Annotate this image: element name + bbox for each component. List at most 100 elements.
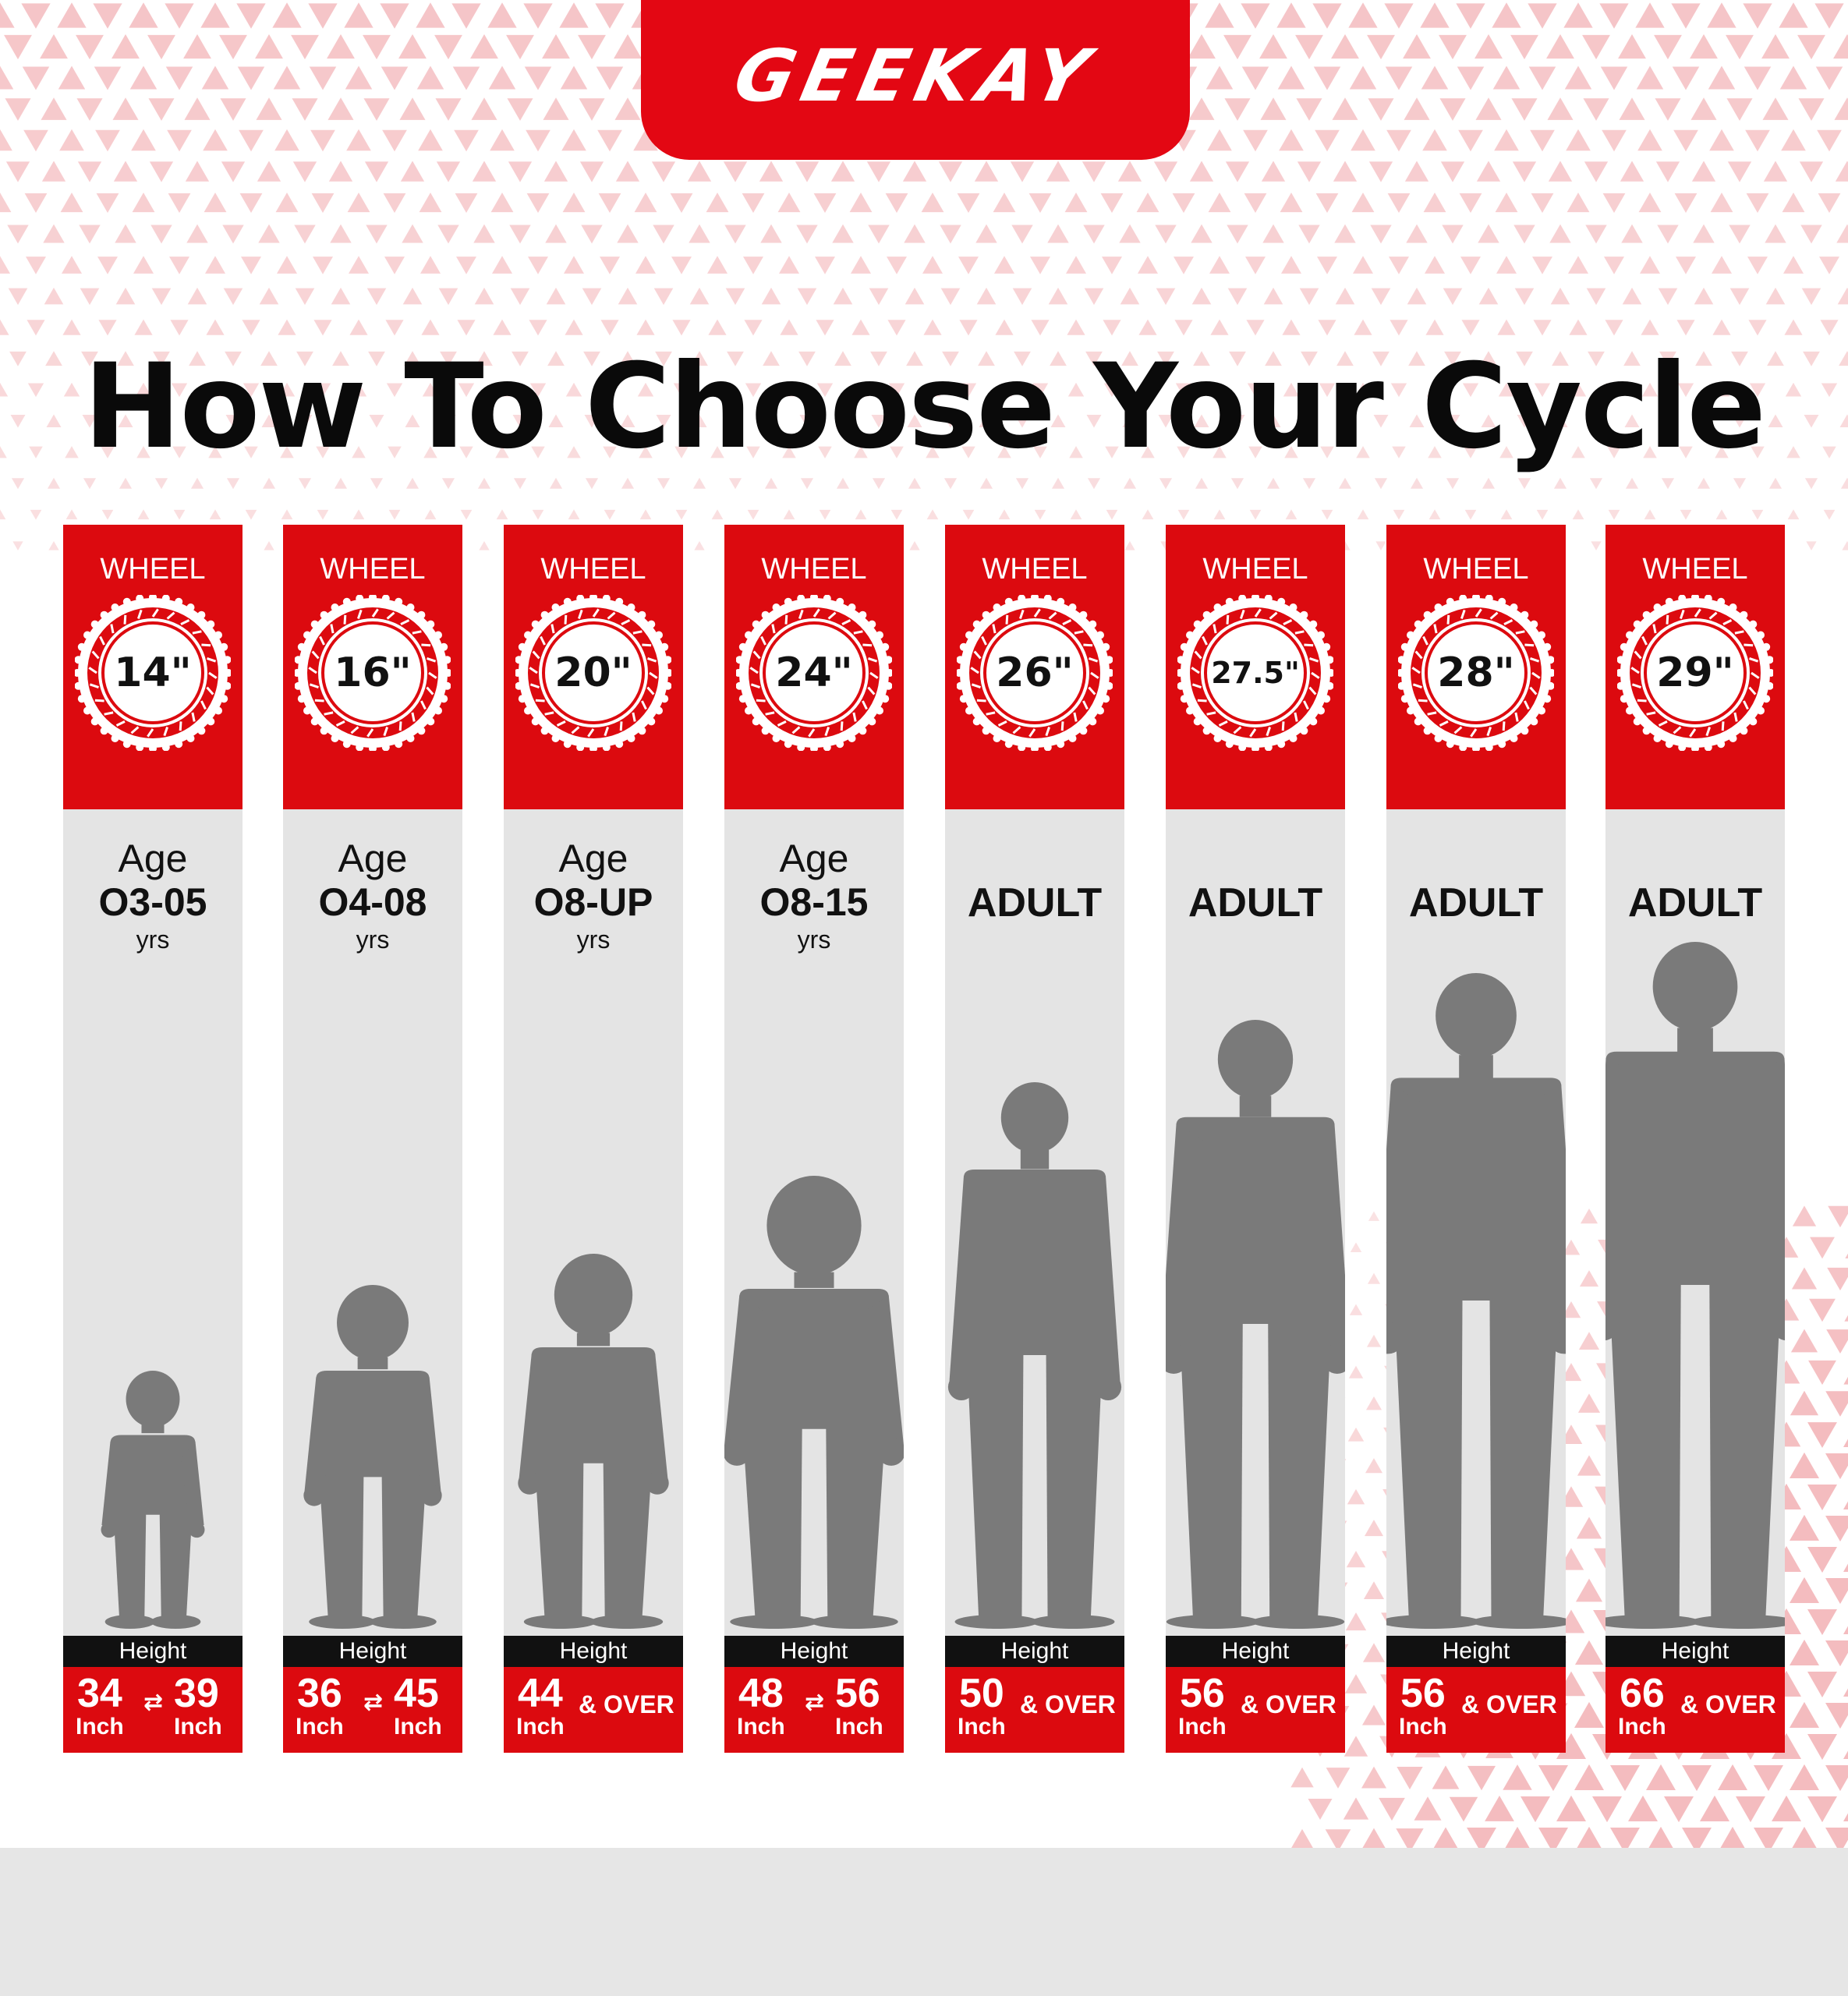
adult-silhouette [1605, 942, 1785, 1629]
size-column: WHEEL 28" ADULT Height 56 Inch & OVER [1386, 525, 1566, 1753]
height-min-unit: Inch [76, 1714, 124, 1739]
height-label: Height [504, 1636, 683, 1667]
height-range: 56 Inch & OVER [1386, 1667, 1566, 1753]
wheel-icon [295, 595, 451, 751]
height-min-unit: Inch [516, 1714, 565, 1739]
height-min-unit: Inch [1618, 1714, 1666, 1739]
wheel-label: WHEEL [1423, 553, 1529, 586]
wheel-header: WHEEL 14" [63, 525, 243, 809]
child-silhouette [101, 1371, 205, 1629]
age-unit: yrs [576, 925, 611, 954]
height-max-unit: Inch [394, 1714, 442, 1739]
footer-band [0, 1848, 1848, 1996]
height-label: Height [945, 1636, 1124, 1667]
height-min-value: 48 [738, 1671, 784, 1716]
wheel-header: WHEEL 16" [283, 525, 462, 809]
wheel-size-label: 28" [1437, 649, 1515, 696]
wheel-label: WHEEL [100, 553, 206, 586]
height-max-unit: Inch [835, 1714, 883, 1739]
age-label: ADULT [967, 880, 1103, 925]
wheel-label: WHEEL [761, 553, 867, 586]
wheel-label: WHEEL [540, 553, 646, 586]
age-range: O3-05 [98, 880, 207, 924]
height-min-value: 50 [959, 1671, 1004, 1716]
height-min-value: 56 [1400, 1671, 1446, 1716]
wheel-size-label: 16" [334, 649, 412, 696]
size-column: WHEEL 24" Age O8-15 yrs Height 48 Inch ⇄ 56 Inch [724, 525, 904, 1753]
adult-silhouette [1386, 973, 1566, 1629]
wheel-icon [1398, 595, 1554, 751]
height-min-unit: Inch [958, 1714, 1006, 1739]
range-arrow-icon: ⇄ [805, 1690, 825, 1715]
size-column: WHEEL 20" Age O8-UP yrs Height 44 Inch & OVER [504, 525, 683, 1753]
wheel-icon [736, 595, 892, 751]
wheel-header: WHEEL 20" [504, 525, 683, 809]
wheel-header: WHEEL 29" [1605, 525, 1785, 809]
range-arrow-icon: ⇄ [143, 1690, 164, 1715]
wheel-size-label: 29" [1656, 649, 1734, 696]
age-unit: yrs [356, 925, 390, 954]
height-over-label: & OVER [579, 1690, 674, 1718]
height-label: Height [1605, 1636, 1785, 1667]
height-range: 34 Inch ⇄ 39 Inch [63, 1667, 243, 1753]
height-min-unit: Inch [737, 1714, 785, 1739]
brand-logo: GEEKAY [727, 34, 1104, 118]
adult-silhouette [947, 1082, 1122, 1629]
wheel-size-label: 27.5" [1211, 656, 1300, 690]
wheel-header: WHEEL 27.5" [1166, 525, 1345, 809]
wheel-icon [1177, 595, 1333, 751]
wheel-label: WHEEL [1642, 553, 1748, 586]
wheel-header: WHEEL 26" [945, 525, 1124, 809]
age-label: ADULT [1408, 880, 1544, 925]
age-range: O8-15 [759, 880, 869, 924]
height-min-value: 56 [1180, 1671, 1225, 1716]
child-silhouette [724, 1176, 904, 1629]
range-arrow-icon: ⇄ [363, 1690, 384, 1715]
wheel-icon [957, 595, 1113, 751]
age-range: O4-08 [318, 880, 427, 924]
height-min-unit: Inch [1399, 1714, 1447, 1739]
age-block: Age O3-05 yrs [63, 837, 243, 955]
age-unit: yrs [136, 925, 170, 954]
height-max-unit: Inch [174, 1714, 222, 1739]
height-over-label: & OVER [1461, 1690, 1557, 1718]
height-range: 36 Inch ⇄ 45 Inch [283, 1667, 462, 1753]
size-column: WHEEL 14" Age O3-05 yrs Height 34 Inch ⇄ 39 Inch [63, 525, 243, 1753]
wheel-icon [515, 595, 671, 751]
age-range: O8-UP [533, 880, 653, 924]
height-label: Height [283, 1636, 462, 1667]
height-max-value: 45 [394, 1671, 439, 1716]
height-range: 56 Inch & OVER [1166, 1667, 1345, 1753]
wheel-icon [1617, 595, 1773, 751]
age-word: Age [779, 837, 849, 880]
wheel-label: WHEEL [1202, 553, 1308, 586]
wheel-header: WHEEL 28" [1386, 525, 1566, 809]
page-title: How To Choose Your Cycle [83, 339, 1766, 475]
child-silhouette [303, 1285, 442, 1629]
height-range: 48 Inch ⇄ 56 Inch [724, 1667, 904, 1753]
wheel-label: WHEEL [320, 553, 426, 586]
wheel-size-label: 20" [554, 649, 632, 696]
height-min-value: 34 [77, 1671, 122, 1716]
age-block: Age O4-08 yrs [283, 837, 462, 955]
height-label: Height [63, 1636, 243, 1667]
height-label: Height [724, 1636, 904, 1667]
height-over-label: & OVER [1241, 1690, 1336, 1718]
age-label: ADULT [1627, 880, 1763, 925]
size-column: WHEEL 27.5" ADULT Height 56 Inch & OVER [1166, 525, 1345, 1753]
wheel-size-label: 26" [996, 649, 1074, 696]
wheel-icon [75, 595, 231, 751]
height-min-unit: Inch [296, 1714, 344, 1739]
height-over-label: & OVER [1020, 1690, 1116, 1718]
age-block: Age O8-UP yrs [504, 837, 683, 955]
age-label: ADULT [1188, 880, 1323, 925]
adult-silhouette [1166, 1020, 1345, 1629]
age-block: Age O8-15 yrs [724, 837, 904, 955]
height-min-unit: Inch [1178, 1714, 1227, 1739]
height-max-value: 39 [174, 1671, 219, 1716]
height-range: 66 Inch & OVER [1605, 1667, 1785, 1753]
brand-logo-tab: GEEKAY [641, 0, 1190, 160]
height-min-value: 44 [518, 1671, 563, 1716]
height-max-value: 56 [835, 1671, 880, 1716]
